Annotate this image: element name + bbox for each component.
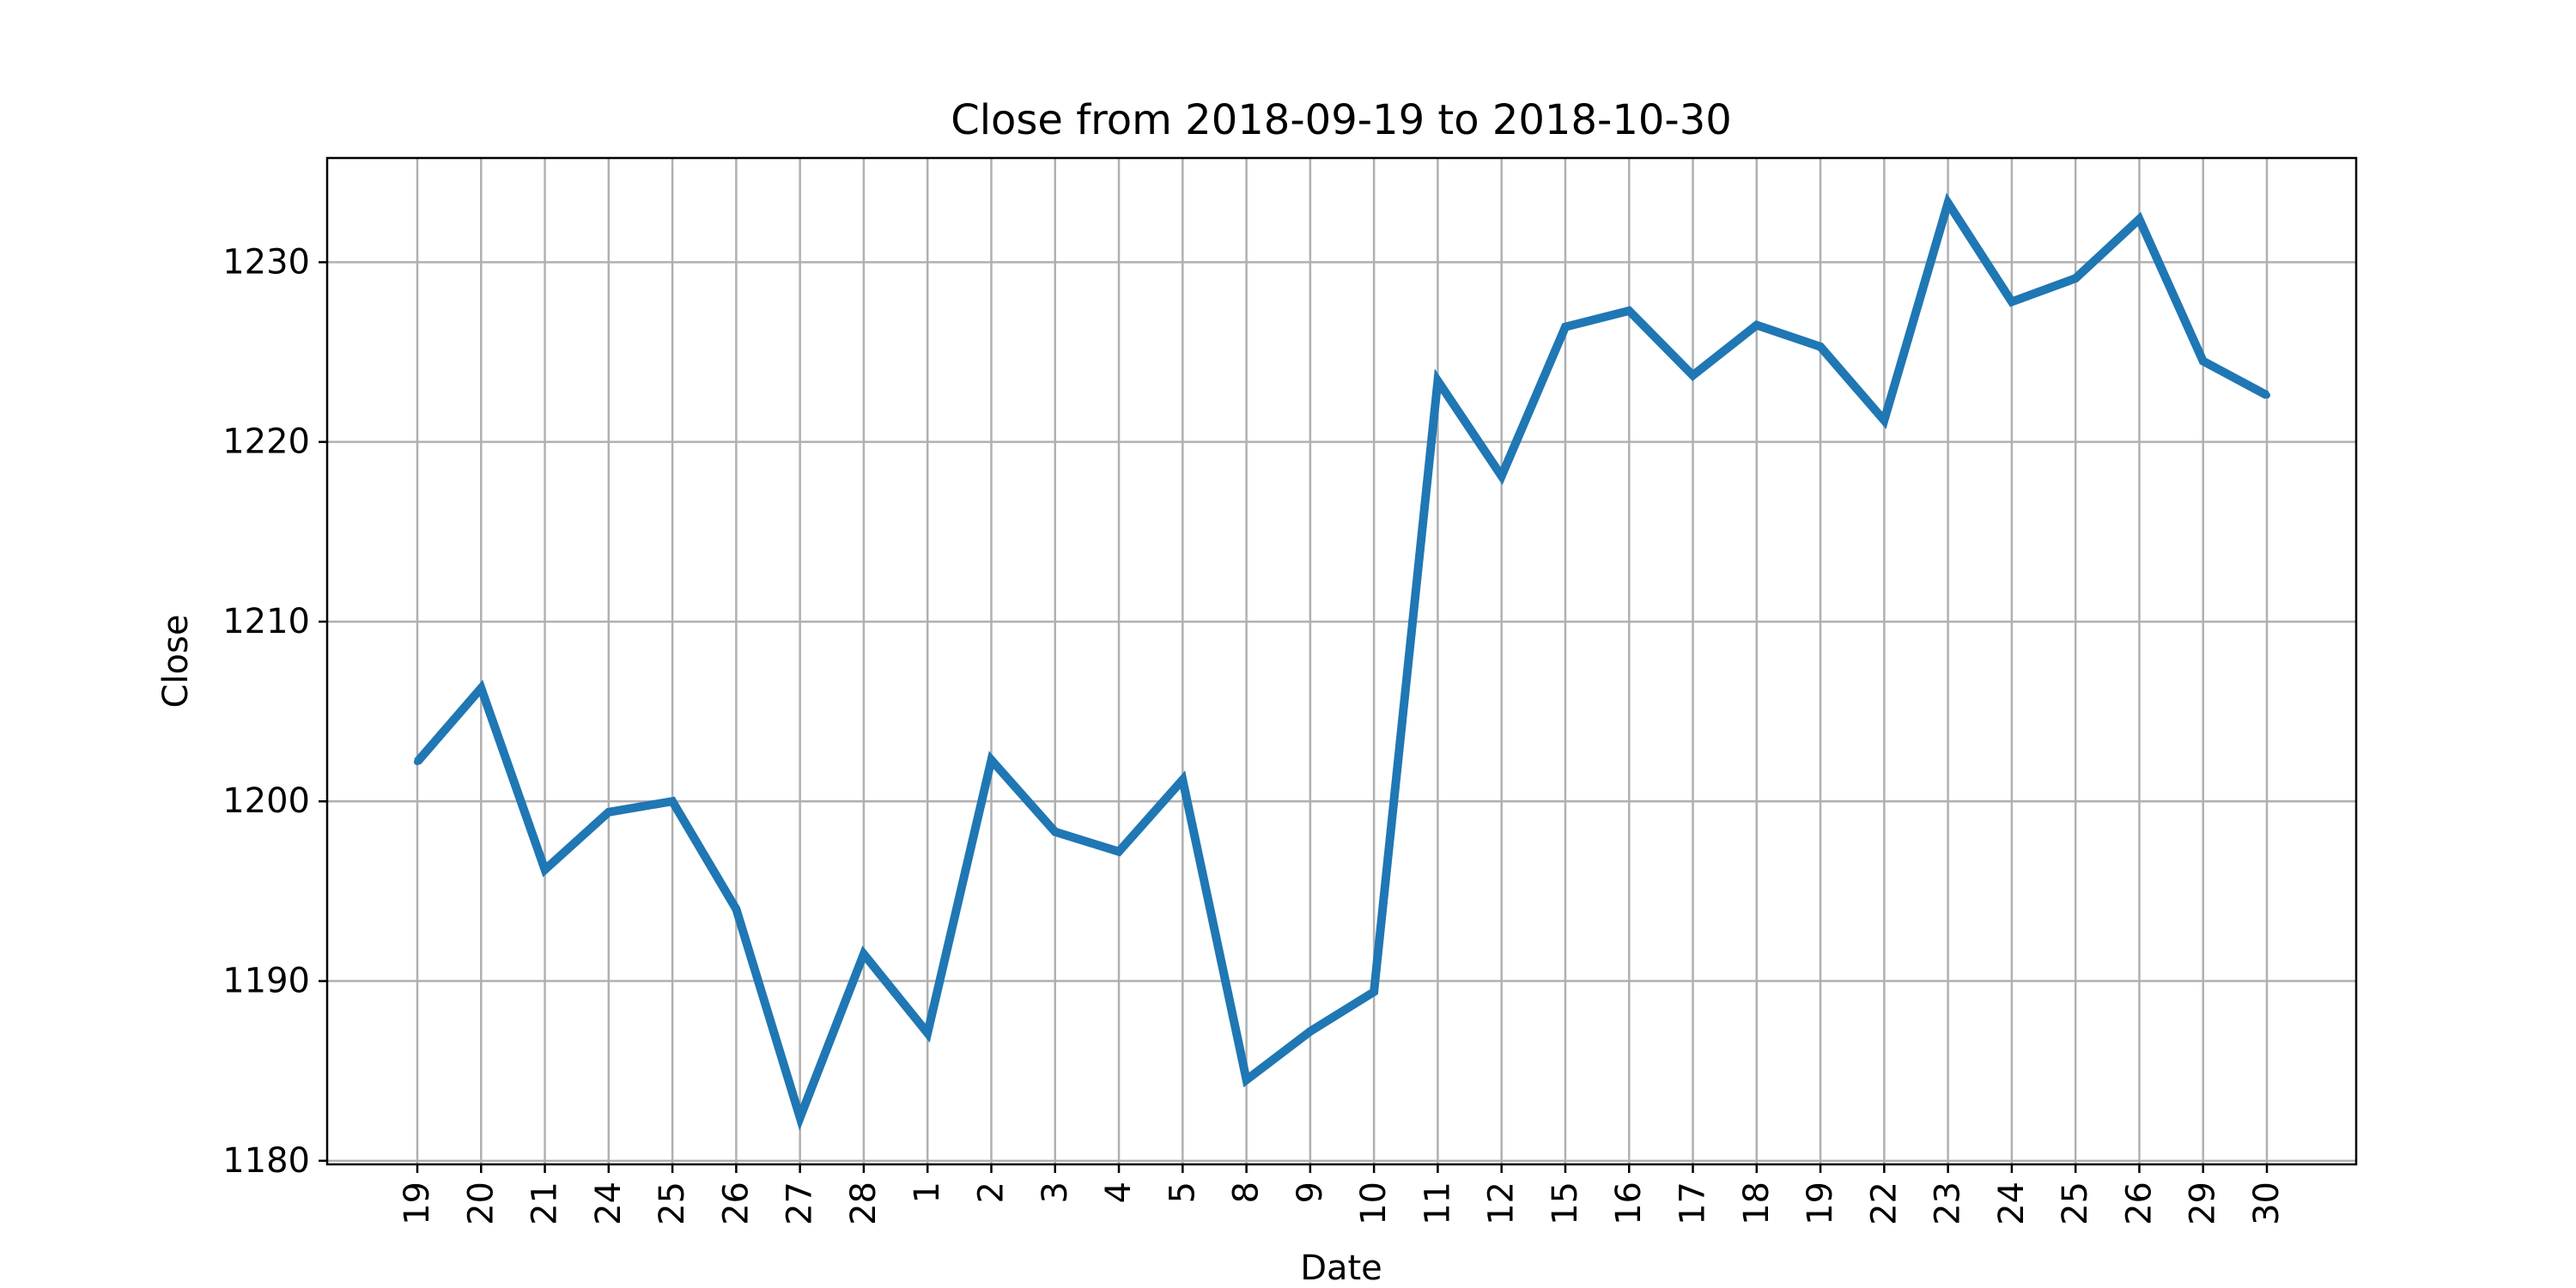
data-point — [860, 951, 867, 958]
y-tick-label: 1190 — [222, 962, 310, 1001]
data-point — [1753, 321, 1760, 329]
series-layer — [414, 192, 2270, 1131]
data-point — [605, 808, 612, 816]
y-tick-label: 1230 — [222, 242, 310, 282]
x-tick-label: 22 — [1864, 1182, 1904, 1225]
x-tick-label: 16 — [1609, 1182, 1649, 1225]
x-tick-label: 19 — [1801, 1182, 1840, 1225]
x-tick-label: 18 — [1737, 1182, 1777, 1225]
y-axis-ticks: 1180 1190 1200 1210 1220 1230 — [222, 242, 327, 1181]
data-point — [1242, 1076, 1250, 1084]
x-tick-label: 24 — [589, 1182, 629, 1225]
x-tick-label: 3 — [1036, 1182, 1075, 1203]
data-point — [2199, 357, 2207, 365]
y-tick-label: 1200 — [222, 781, 310, 821]
x-tick-label: 26 — [716, 1182, 756, 1225]
x-tick-label: 30 — [2247, 1182, 2287, 1225]
y-tick-label: 1220 — [222, 422, 310, 462]
x-tick-label: 9 — [1291, 1182, 1330, 1203]
x-tick-label: 21 — [526, 1182, 565, 1225]
x-tick-label: 27 — [781, 1182, 820, 1225]
data-point — [2072, 275, 2080, 283]
series-line — [414, 192, 2269, 1131]
x-tick-label: 12 — [1482, 1182, 1522, 1225]
data-point — [477, 684, 485, 692]
data-point — [2008, 298, 2015, 306]
data-point — [1817, 343, 1825, 350]
data-point — [1561, 323, 1569, 331]
data-point — [1115, 848, 1123, 855]
x-tick-label: 24 — [1992, 1182, 2032, 1225]
data-point — [1689, 372, 1697, 380]
x-tick-label: 20 — [461, 1182, 501, 1225]
grid — [327, 158, 2356, 1164]
data-point — [1880, 416, 1888, 424]
data-point — [732, 905, 740, 913]
x-tick-label: 19 — [398, 1182, 437, 1225]
data-point — [1370, 988, 1378, 996]
x-tick-label: 29 — [2184, 1182, 2223, 1225]
data-point — [796, 1114, 804, 1121]
y-axis-label: Close — [156, 615, 196, 708]
data-point — [987, 756, 995, 764]
data-point — [1434, 377, 1442, 385]
x-tick-label: 17 — [1674, 1182, 1713, 1225]
data-point — [1498, 472, 1505, 480]
x-tick-label: 11 — [1418, 1182, 1457, 1225]
x-tick-label: 25 — [653, 1182, 692, 1225]
data-point — [1051, 828, 1059, 835]
chart-title: Close from 2018-09-19 to 2018-10-30 — [951, 96, 1732, 144]
x-tick-label: 5 — [1163, 1182, 1202, 1203]
x-axis-label: Date — [1300, 1249, 1382, 1288]
data-point — [1179, 776, 1187, 784]
x-tick-label: 28 — [844, 1182, 884, 1225]
x-tick-label: 2 — [971, 1182, 1011, 1203]
data-point — [541, 866, 549, 873]
x-axis-ticks: 19 20 21 24 25 26 27 28 1 2 3 4 5 8 9 10 11 12 15 16 17 18 19 2… — [398, 1164, 2287, 1225]
data-point — [1625, 307, 1633, 314]
x-tick-label: 26 — [2119, 1182, 2159, 1225]
y-tick-label: 1210 — [222, 602, 310, 641]
plot-frame — [325, 156, 2358, 1166]
data-point — [2136, 216, 2143, 223]
x-tick-label: 25 — [2056, 1182, 2095, 1225]
y-tick-label: 1180 — [222, 1141, 310, 1181]
x-tick-label: 1 — [908, 1182, 947, 1203]
data-point — [1306, 1028, 1314, 1036]
x-tick-label: 10 — [1354, 1182, 1394, 1225]
x-tick-label: 23 — [1929, 1182, 1968, 1225]
data-point — [2263, 392, 2270, 399]
x-tick-label: 4 — [1099, 1182, 1139, 1203]
x-tick-label: 15 — [1546, 1182, 1585, 1225]
data-point — [414, 758, 421, 766]
data-point — [924, 1030, 932, 1037]
x-tick-label: 8 — [1227, 1182, 1267, 1203]
data-point — [1944, 199, 1952, 207]
data-point — [669, 798, 677, 805]
